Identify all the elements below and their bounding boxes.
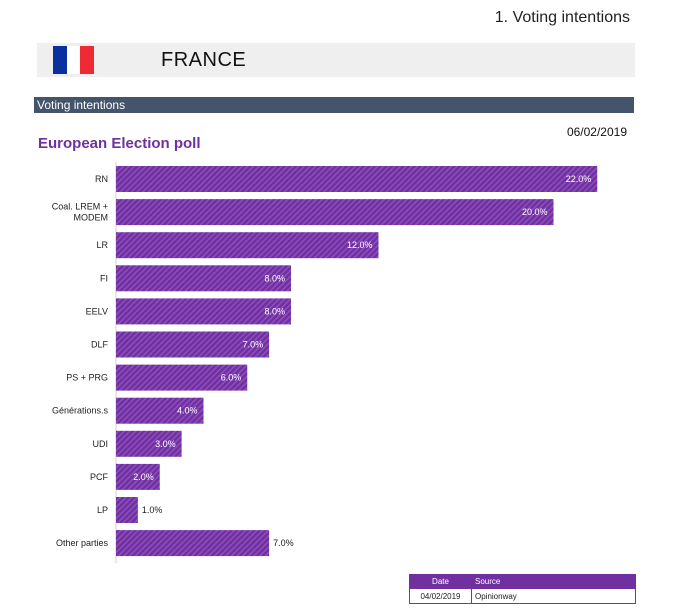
bar-8 <box>116 430 182 457</box>
value-label-11: 7.0% <box>273 538 294 548</box>
bar-11 <box>116 530 270 557</box>
chart-title: European Election poll <box>38 135 201 152</box>
flag-stripe-white <box>66 46 81 74</box>
category-label-9: PCF <box>90 472 109 482</box>
value-label-4: 8.0% <box>264 306 285 316</box>
bar-4 <box>116 298 291 325</box>
category-label-8: UDI <box>93 439 109 449</box>
value-label-9: 2.0% <box>133 472 154 482</box>
bar-2 <box>116 232 379 259</box>
page-title: 1. Voting intentions <box>494 9 630 26</box>
value-label-3: 8.0% <box>264 273 285 283</box>
category-label-2: LR <box>96 240 108 250</box>
category-label-11: Other parties <box>56 538 109 548</box>
value-label-5: 7.0% <box>243 340 264 350</box>
bar-5 <box>116 331 270 358</box>
category-label-0: RN <box>95 174 108 184</box>
category-label-5: DLF <box>91 340 109 350</box>
flag-stripe-red <box>80 46 95 74</box>
value-label-0: 22.0% <box>566 174 592 184</box>
category-label-10: LP <box>97 505 108 515</box>
category-label-3: FI <box>100 273 108 283</box>
bar-1 <box>116 199 554 226</box>
value-label-10: 1.0% <box>142 505 163 515</box>
source-table-date: 04/02/2019 <box>409 588 472 604</box>
country-name: FRANCE <box>161 49 247 71</box>
bar-3 <box>116 265 291 292</box>
source-table-source: Opinionway <box>471 588 636 604</box>
source-table-date-header: Date <box>409 574 472 589</box>
bar-9 <box>116 463 160 490</box>
value-label-6: 6.0% <box>221 373 242 383</box>
france-flag-icon <box>53 46 95 74</box>
value-label-7: 4.0% <box>177 406 198 416</box>
category-label-1: Coal. LREM + MODEM <box>52 202 108 223</box>
flag-stripe-blue <box>53 46 67 74</box>
section-header: Voting intentions <box>34 97 634 113</box>
value-label-2: 12.0% <box>347 240 373 250</box>
table-row: 04/02/2019 Opinionway <box>409 588 636 604</box>
category-label-6: PS + PRG <box>66 373 108 383</box>
source-table-source-header: Source <box>471 574 636 589</box>
source-table: Date Source 04/02/2019 Opinionway <box>409 574 636 604</box>
bar-0 <box>116 166 598 192</box>
poll-date: 06/02/2019 <box>566 125 627 139</box>
bar-10 <box>116 497 138 523</box>
category-label-7: Générations.s <box>52 406 109 416</box>
bar-6 <box>116 364 248 391</box>
value-label-1: 20.0% <box>522 207 548 217</box>
country-band: FRANCE <box>37 43 635 77</box>
value-label-8: 3.0% <box>155 439 176 449</box>
bar-7 <box>116 397 204 424</box>
category-label-4: EELV <box>86 306 108 316</box>
